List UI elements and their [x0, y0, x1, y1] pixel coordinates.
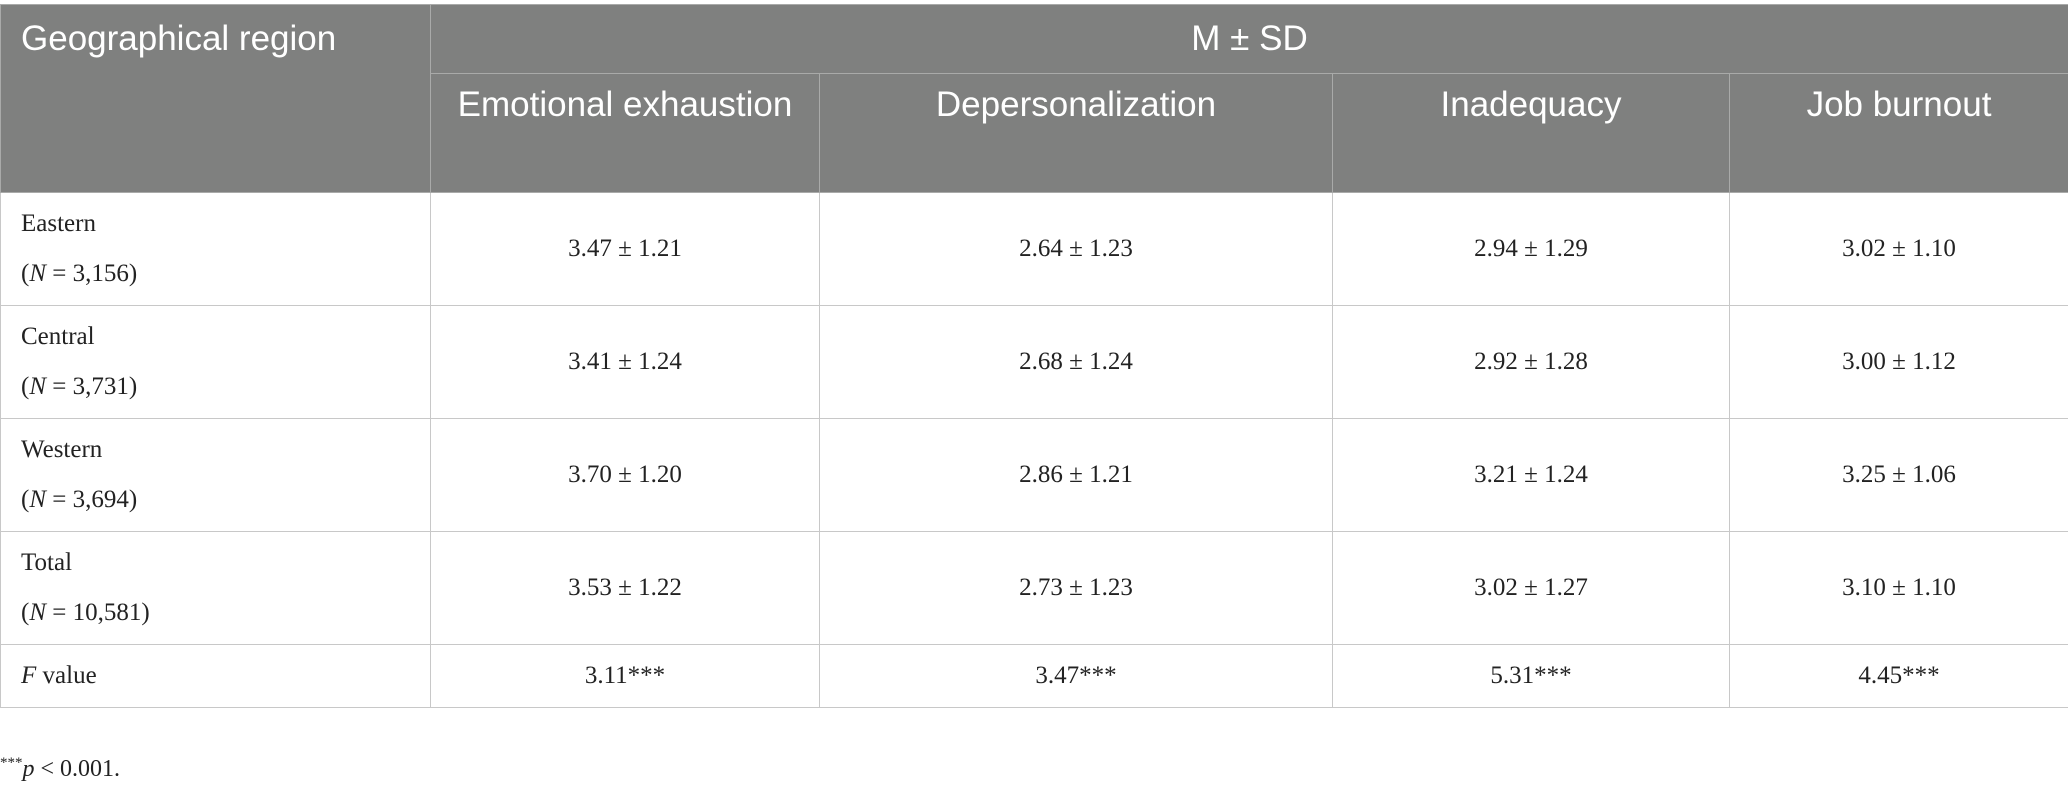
- table-cell: 3.41 ± 1.24: [430, 305, 820, 419]
- table-row: Eastern (N = 3,156) 3.47 ± 1.21 2.64 ± 1.23…: [0, 192, 2068, 306]
- row-sample-size: (N = 10,581): [21, 588, 410, 638]
- table-cell: 3.47***: [819, 644, 1333, 708]
- data-table: Geographical region M ± SD Emotional exh…: [0, 4, 2068, 708]
- footnote: ***p < 0.001.: [0, 755, 120, 783]
- row-sample-size: (N = 3,156): [21, 249, 410, 299]
- table-cell: 2.68 ± 1.24: [819, 305, 1333, 419]
- sample-rest: = 3,731): [46, 373, 138, 400]
- table-cell: 3.53 ± 1.22: [430, 531, 820, 645]
- footnote-text: < 0.001.: [34, 756, 121, 782]
- row-sample-size: (N = 3,731): [21, 362, 410, 412]
- sample-symbol: N: [29, 486, 47, 513]
- sample-open: (: [21, 486, 30, 513]
- row-sample-size: (N = 3,694): [21, 475, 410, 525]
- table-cell: 3.02 ± 1.10: [1729, 192, 2068, 306]
- header-cell: Emotional exhaustion: [430, 73, 820, 193]
- row-label-cell: Central (N = 3,731): [0, 305, 431, 419]
- row-label-cell: Total (N = 10,581): [0, 531, 431, 645]
- table-cell: 2.92 ± 1.28: [1332, 305, 1730, 419]
- table-cell: 4.45***: [1729, 644, 2068, 708]
- sample-open: (: [21, 599, 30, 626]
- row-label: Eastern: [21, 210, 96, 237]
- table-cell: 3.70 ± 1.20: [430, 418, 820, 532]
- row-label-cell: Western (N = 3,694): [0, 418, 431, 532]
- sample-rest: = 3,156): [46, 260, 138, 287]
- footnote-stars: ***: [0, 755, 23, 771]
- row-label-cell: F value: [0, 644, 431, 708]
- row-label: Total: [21, 549, 73, 576]
- table-cell: 3.21 ± 1.24: [1332, 418, 1730, 532]
- table-cell: 5.31***: [1332, 644, 1730, 708]
- table-cell: 2.86 ± 1.21: [819, 418, 1333, 532]
- header-cell: Job burnout: [1729, 73, 2068, 193]
- table-cell: 2.73 ± 1.23: [819, 531, 1333, 645]
- f-symbol: F: [21, 662, 37, 689]
- table-row: Total (N = 10,581) 3.53 ± 1.22 2.73 ± 1.23 3…: [0, 531, 2068, 645]
- table-cell: 2.64 ± 1.23: [819, 192, 1333, 306]
- header-row: Emotional exhaustion Depersonalization Ina…: [1, 73, 2068, 193]
- table-body: Eastern (N = 3,156) 3.47 ± 1.21 2.64 ± 1.23…: [0, 192, 2068, 708]
- header-cell: Geographical region: [0, 4, 431, 193]
- row-label: Central: [21, 323, 95, 350]
- table-cell: 3.02 ± 1.27: [1332, 531, 1730, 645]
- table-cell: 3.00 ± 1.12: [1729, 305, 2068, 419]
- row-label-cell: Eastern (N = 3,156): [0, 192, 431, 306]
- sample-symbol: N: [29, 599, 47, 626]
- table-row: Western (N = 3,694) 3.70 ± 1.20 2.86 ± 1.21…: [0, 418, 2068, 532]
- sample-open: (: [21, 260, 30, 287]
- sample-open: (: [21, 373, 30, 400]
- header-row: Geographical region M ± SD: [0, 4, 2068, 193]
- table-cell: 3.11***: [430, 644, 820, 708]
- row-label: Western: [21, 436, 103, 463]
- table-cell: 2.94 ± 1.29: [1332, 192, 1730, 306]
- sample-rest: = 10,581): [46, 599, 150, 626]
- footnote-symbol: p: [22, 756, 35, 782]
- header-cell: Depersonalization: [819, 73, 1333, 193]
- table-cell: 3.10 ± 1.10: [1729, 531, 2068, 645]
- table-row: Central (N = 3,731) 3.41 ± 1.24 2.68 ± 1.24…: [0, 305, 2068, 419]
- sample-rest: = 3,694): [46, 486, 138, 513]
- header-cell: Inadequacy: [1332, 73, 1730, 193]
- table-cell: 3.47 ± 1.21: [430, 192, 820, 306]
- f-label: value: [36, 662, 97, 689]
- table-cell: 3.25 ± 1.06: [1729, 418, 2068, 532]
- sample-symbol: N: [29, 373, 47, 400]
- table-row: F value 3.11*** 3.47*** 5.31*** 4.45***: [0, 644, 2068, 708]
- sample-symbol: N: [29, 260, 47, 287]
- header-cell: M ± SD: [430, 4, 2068, 74]
